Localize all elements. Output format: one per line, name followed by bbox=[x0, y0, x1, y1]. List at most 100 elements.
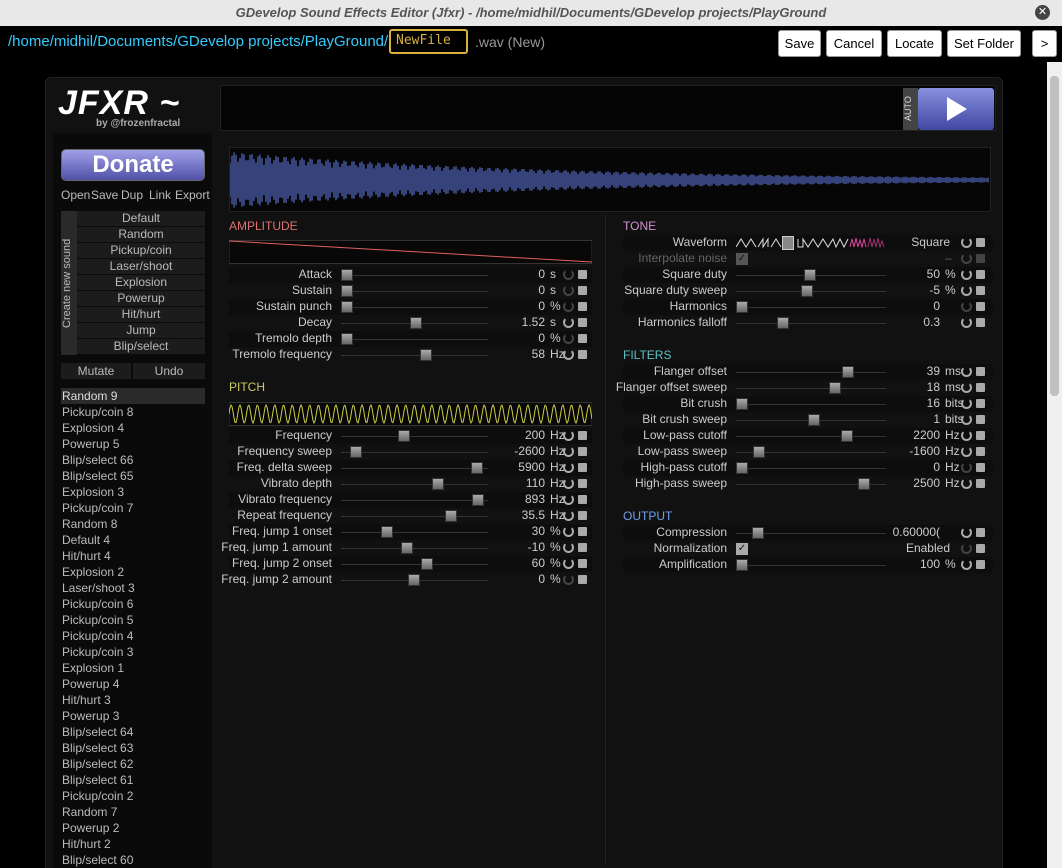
reset-button[interactable] bbox=[961, 430, 972, 441]
lock-button[interactable] bbox=[578, 318, 587, 327]
history-item[interactable]: Default 4 bbox=[62, 533, 111, 547]
reset-button[interactable] bbox=[563, 478, 574, 489]
filename-input[interactable]: NewFile bbox=[389, 29, 468, 54]
reset-button[interactable] bbox=[961, 398, 972, 409]
reset-button[interactable] bbox=[563, 494, 574, 505]
slider-thumb[interactable] bbox=[421, 558, 433, 570]
slider-thumb[interactable] bbox=[341, 301, 353, 313]
lock-button[interactable] bbox=[976, 302, 985, 311]
reset-button[interactable] bbox=[961, 446, 972, 457]
slider-thumb[interactable] bbox=[432, 478, 444, 490]
reset-button[interactable] bbox=[563, 430, 574, 441]
slider-thumb[interactable] bbox=[736, 301, 748, 313]
history-item[interactable]: Random 8 bbox=[62, 517, 118, 531]
slider-thumb[interactable] bbox=[858, 478, 870, 490]
reset-button[interactable] bbox=[961, 237, 972, 248]
reset-button[interactable] bbox=[961, 285, 972, 296]
history-item[interactable]: Blip/select 63 bbox=[62, 741, 134, 755]
history-item[interactable]: Blip/select 61 bbox=[62, 773, 134, 787]
reset-button[interactable] bbox=[563, 269, 574, 280]
checkbox[interactable]: ✓ bbox=[736, 543, 748, 555]
history-item[interactable]: Pickup/coin 3 bbox=[62, 645, 134, 659]
slider-thumb[interactable] bbox=[381, 526, 393, 538]
slider-thumb[interactable] bbox=[341, 285, 353, 297]
undo-button[interactable]: Undo bbox=[133, 363, 205, 379]
preset-button[interactable]: Blip/select bbox=[77, 339, 205, 354]
reset-button[interactable] bbox=[961, 317, 972, 328]
lock-button[interactable] bbox=[976, 383, 985, 392]
slider-thumb[interactable] bbox=[445, 510, 457, 522]
slider-thumb[interactable] bbox=[350, 446, 362, 458]
slider-thumb[interactable] bbox=[736, 462, 748, 474]
lock-button[interactable] bbox=[976, 560, 985, 569]
lock-button[interactable] bbox=[578, 302, 587, 311]
reset-button[interactable] bbox=[961, 543, 972, 554]
lock-button[interactable] bbox=[976, 399, 985, 408]
reset-button[interactable] bbox=[563, 510, 574, 521]
preset-button[interactable]: Laser/shoot bbox=[77, 259, 205, 274]
history-item[interactable]: Random 7 bbox=[62, 805, 118, 819]
slider-thumb[interactable] bbox=[841, 430, 853, 442]
slider-thumb[interactable] bbox=[472, 494, 484, 506]
lock-button[interactable] bbox=[976, 431, 985, 440]
lock-button[interactable] bbox=[976, 463, 985, 472]
slider-thumb[interactable] bbox=[341, 269, 353, 281]
history-item[interactable]: Powerup 4 bbox=[62, 677, 120, 691]
donate-button[interactable]: Donate bbox=[61, 149, 205, 181]
preset-button[interactable]: Random bbox=[77, 227, 205, 242]
lock-button[interactable] bbox=[976, 318, 985, 327]
history-item[interactable]: Explosion 2 bbox=[62, 565, 125, 579]
preset-button[interactable]: Hit/hurt bbox=[77, 307, 205, 322]
preset-button[interactable]: Default bbox=[77, 211, 205, 226]
reset-button[interactable] bbox=[961, 382, 972, 393]
slider-thumb[interactable] bbox=[341, 333, 353, 345]
slider-thumb[interactable] bbox=[736, 559, 748, 571]
reset-button[interactable] bbox=[961, 269, 972, 280]
reset-button[interactable] bbox=[961, 414, 972, 425]
lock-button[interactable] bbox=[578, 495, 587, 504]
slider-thumb[interactable] bbox=[808, 414, 820, 426]
history-item[interactable]: Blip/select 66 bbox=[62, 453, 134, 467]
history-item[interactable]: Blip/select 60 bbox=[62, 853, 134, 867]
slider-thumb[interactable] bbox=[753, 446, 765, 458]
lock-button[interactable] bbox=[578, 334, 587, 343]
toolbar-button[interactable]: > bbox=[1032, 30, 1057, 57]
lock-button[interactable] bbox=[578, 559, 587, 568]
preset-button[interactable]: Jump bbox=[77, 323, 205, 338]
reset-button[interactable] bbox=[961, 478, 972, 489]
file-action[interactable]: Open bbox=[61, 188, 91, 202]
lock-button[interactable] bbox=[578, 527, 587, 536]
reset-button[interactable] bbox=[961, 301, 972, 312]
preset-button[interactable]: Powerup bbox=[77, 291, 205, 306]
slider-thumb[interactable] bbox=[398, 430, 410, 442]
reset-button[interactable] bbox=[563, 317, 574, 328]
slider-thumb[interactable] bbox=[801, 285, 813, 297]
lock-button[interactable] bbox=[976, 447, 985, 456]
slider-thumb[interactable] bbox=[471, 462, 483, 474]
reset-button[interactable] bbox=[563, 558, 574, 569]
toolbar-button[interactable]: Set Folder bbox=[947, 30, 1021, 57]
lock-button[interactable] bbox=[578, 543, 587, 552]
file-action[interactable]: Save bbox=[91, 188, 119, 202]
lock-button[interactable] bbox=[578, 431, 587, 440]
lock-button[interactable] bbox=[976, 270, 985, 279]
history-item[interactable]: Powerup 2 bbox=[62, 821, 120, 835]
history-item[interactable]: Hit/hurt 3 bbox=[62, 693, 111, 707]
reset-button[interactable] bbox=[563, 462, 574, 473]
lock-button[interactable] bbox=[976, 286, 985, 295]
reset-button[interactable] bbox=[563, 542, 574, 553]
reset-button[interactable] bbox=[961, 366, 972, 377]
toolbar-button[interactable]: Locate bbox=[887, 30, 942, 57]
slider-thumb[interactable] bbox=[829, 382, 841, 394]
history-item[interactable]: Blip/select 62 bbox=[62, 757, 134, 771]
waveform-selected[interactable] bbox=[782, 236, 794, 250]
toolbar-button[interactable]: Cancel bbox=[826, 30, 882, 57]
mutate-button[interactable]: Mutate bbox=[61, 363, 131, 379]
lock-button[interactable] bbox=[976, 254, 985, 263]
reset-button[interactable] bbox=[563, 446, 574, 457]
lock-button[interactable] bbox=[976, 238, 985, 247]
lock-button[interactable] bbox=[578, 350, 587, 359]
history-item[interactable]: Powerup 3 bbox=[62, 709, 120, 723]
lock-button[interactable] bbox=[578, 463, 587, 472]
preset-button[interactable]: Pickup/coin bbox=[77, 243, 205, 258]
